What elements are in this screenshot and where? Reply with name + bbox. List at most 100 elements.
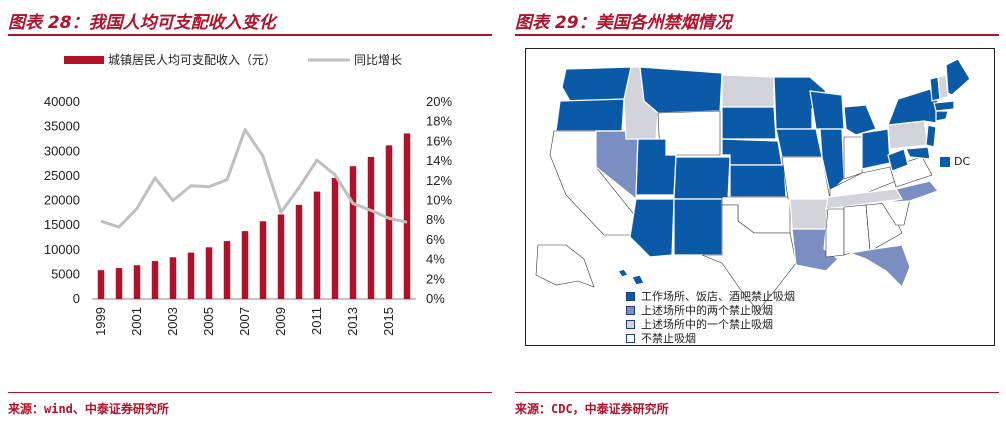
colorado-state [673,156,731,200]
utah-state [635,138,677,196]
oregon-state [555,98,625,132]
dc-swatch [940,157,950,167]
indiana-state [843,136,863,180]
right-tick-label: 14% [426,153,452,168]
washington-state [561,66,632,102]
nebraska-state [721,138,783,166]
figure-28-title: 图表 28：我国人均可支配收入变化 [8,13,276,33]
legend-item: 工作场所、饭店、酒吧禁止吸烟 [626,289,795,303]
west-virginia-state [887,148,909,172]
right-source-note: 来源：CDC，中泰证券研究所 [515,402,669,416]
x-tick-label: 1999 [93,307,108,336]
north-dakota-state [721,74,775,108]
right-tick-label: 6% [426,232,445,247]
map-legend: 工作场所、饭店、酒吧禁止吸烟 上述场所中的两个禁止吸烟 上述场所中的一个禁止吸烟 不禁… [626,289,795,345]
left-tick-label: 35000 [44,119,80,134]
left-tick-label: 25000 [44,168,80,183]
left-tick-label: 5000 [51,266,80,281]
x-tick-label: 2013 [345,307,360,336]
wisconsin-state [809,90,845,130]
left-source-note: 来源：wind、中泰证券研究所 [8,402,169,416]
left-tick-label: 10000 [44,242,80,257]
growth-line [100,128,408,229]
right-tick-label: 0% [426,291,445,306]
connecticut-state [935,110,949,122]
left-tick-label: 30000 [44,143,80,158]
income-bar [241,231,249,299]
legend-swatch [626,319,635,329]
left-figure-panel: 图表 28：我国人均可支配收入变化 城镇居民人均可支配收入（元） 同比增长 0 500… [8,0,492,426]
right-tick-label: 2% [426,271,445,286]
legend-item: 不禁止吸烟 [626,331,795,345]
footer-divider [8,392,492,393]
title-divider [8,34,492,36]
x-tick-label: 2007 [237,307,252,336]
alabama-state [843,204,871,256]
legend-line-label: 同比增长 [354,53,402,67]
income-bar [349,166,357,299]
right-tick-label: 20% [426,94,452,109]
legend-item: 上述场所中的两个禁止吸烟 [626,303,795,317]
michigan-state [843,104,877,136]
income-bar [403,133,411,299]
arizona-state [629,198,675,258]
legend-swatch [626,305,635,315]
us-state-map [535,58,971,312]
new-york-state [887,88,941,126]
left-tick-label: 15000 [44,217,80,232]
income-bar [133,265,141,299]
right-tick-label: 4% [426,252,445,267]
iowa-state [775,128,823,158]
pennsylvania-state [887,120,929,150]
x-tick-label: 2005 [201,307,216,336]
left-tick-label: 40000 [44,94,80,109]
footer-divider [515,392,999,393]
us-smoking-ban-map: DC 工作场所、饭店、酒吧禁止吸烟 上述场所中的两个禁止吸烟 上述场所中的一个禁止吸… [525,48,995,346]
right-tick-label: 18% [426,114,452,129]
legend-label: 上述场所中的两个禁止吸烟 [641,304,773,317]
texas-state [701,204,797,312]
new-jersey-state [925,124,937,148]
right-tick-label: 10% [426,193,452,208]
legend-swatch [626,333,635,343]
income-bar [223,241,231,299]
massachusetts-state [933,100,955,112]
income-bar [205,247,213,299]
income-bar [169,257,177,299]
income-bar [259,221,267,299]
income-bar [115,268,123,299]
dc-label: DC [954,155,971,168]
new-mexico-state [673,198,723,256]
income-bar [331,178,339,299]
mississippi-state [825,208,845,258]
left-tick-label: 0 [73,291,80,306]
maine-state [945,58,971,96]
right-figure-panel: 图表 29：美国各州禁烟情况 [515,0,999,426]
alaska-state [535,244,595,288]
right-tick-label: 8% [426,212,445,227]
x-tick-label: 2001 [129,307,144,336]
florida-state [847,244,911,289]
legend-bar-label: 城镇居民人均可支配收入（元） [108,53,276,67]
legend-bar-swatch [64,56,104,64]
x-tick-label: 2015 [381,307,396,336]
income-bar [313,191,321,299]
income-bar [385,145,393,299]
figure-29-title: 图表 29：美国各州禁烟情况 [515,13,732,33]
legend-label: 上述场所中的一个禁止吸烟 [641,318,773,331]
income-bar [151,261,159,299]
income-bar [367,156,375,299]
income-bar [277,214,285,299]
x-tick-label: 2009 [273,307,288,336]
maryland-state [905,146,931,160]
x-tick-label: 2003 [165,307,180,336]
income-bar [295,204,303,299]
hawaii-state [617,268,645,286]
south-dakota-state [721,106,777,140]
right-tick-label: 12% [426,173,452,188]
arkansas-state [789,198,829,230]
legend-item: 上述场所中的一个禁止吸烟 [626,317,795,331]
x-tick-label: 2011 [309,307,324,335]
north-carolina-state [881,180,939,204]
new-hampshire-state [937,74,949,100]
